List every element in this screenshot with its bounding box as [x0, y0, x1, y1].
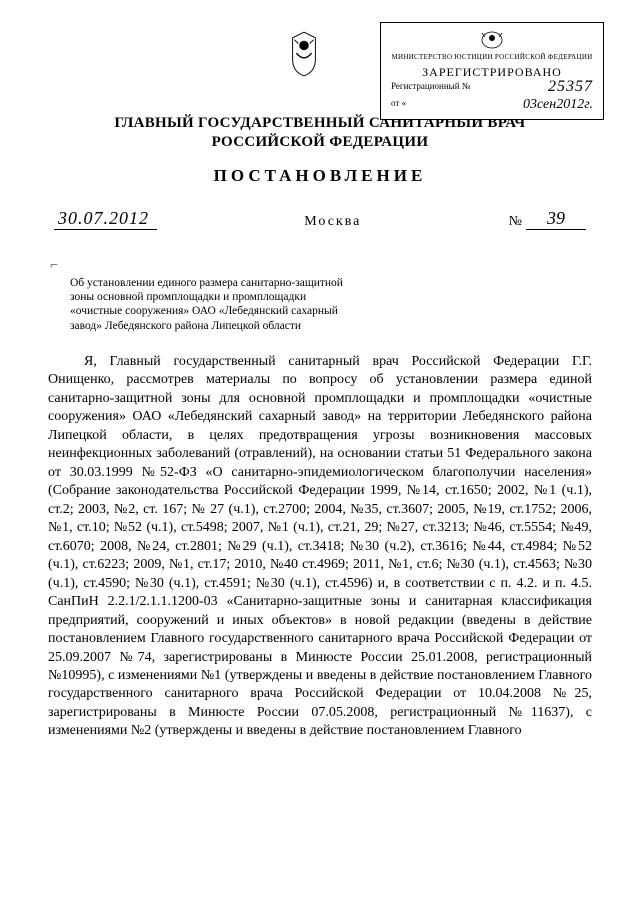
- issue-city: Москва: [304, 214, 361, 230]
- stamp-from-label: от «: [391, 98, 406, 108]
- stamp-date-line: от « 03сен2012г.: [387, 98, 597, 109]
- issue-date: 30.07.2012: [54, 208, 157, 230]
- subject-block: Об установлении единого размера санитарн…: [70, 276, 360, 334]
- state-emblem-icon: [285, 30, 323, 78]
- registration-stamp: МИНИСТЕРСТВО ЮСТИЦИИ РОССИЙСКОЙ ФЕДЕРАЦИ…: [380, 22, 604, 120]
- stamp-reg-label: Регистрационный №: [391, 81, 470, 91]
- stamp-ministry: МИНИСТЕРСТВО ЮСТИЦИИ РОССИЙСКОЙ ФЕДЕРАЦИ…: [387, 53, 597, 62]
- decree-title: ПОСТАНОВЛЕНИЕ: [48, 166, 592, 186]
- stamp-reg-line: Регистрационный № 25357: [387, 81, 597, 92]
- stamp-emblem-icon: [479, 29, 505, 51]
- page: МИНИСТЕРСТВО ЮСТИЦИИ РОССИЙСКОЙ ФЕДЕРАЦИ…: [0, 0, 640, 905]
- num-label: №: [509, 214, 522, 230]
- header-line2: РОССИЙСКОЙ ФЕДЕРАЦИИ: [48, 133, 592, 152]
- num-value: 39: [526, 208, 586, 230]
- body-text: Я, Главный государственный санитарный вр…: [48, 353, 592, 741]
- meta-row: 30.07.2012 Москва № 39: [48, 208, 592, 230]
- stamp-from-date: 03сен2012г.: [523, 96, 593, 114]
- corner-mark: ⌐: [50, 258, 592, 274]
- issue-number: № 39: [509, 208, 586, 230]
- stamp-reg-number: 25357: [548, 77, 593, 97]
